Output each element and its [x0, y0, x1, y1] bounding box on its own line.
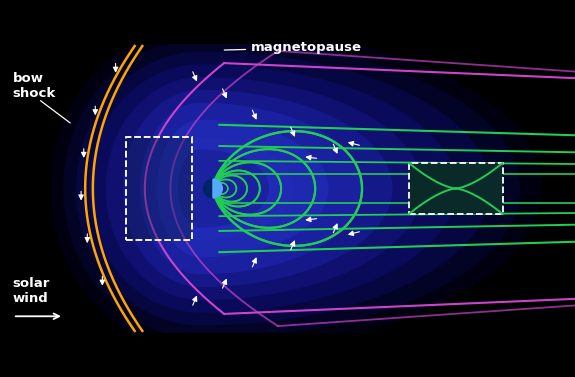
Bar [126, 137, 191, 240]
Text: solar
wind: solar wind [13, 277, 50, 305]
Polygon shape [140, 103, 362, 274]
Bar [409, 163, 503, 214]
Bar [409, 163, 503, 214]
Polygon shape [170, 137, 294, 240]
Polygon shape [124, 90, 392, 287]
Bar [126, 137, 191, 240]
Polygon shape [76, 52, 490, 325]
Polygon shape [106, 78, 421, 299]
Text: bow
shock: bow shock [13, 72, 56, 100]
Polygon shape [51, 27, 541, 350]
Polygon shape [158, 120, 328, 257]
Text: magnetopause: magnetopause [224, 41, 362, 54]
Polygon shape [90, 65, 456, 312]
Polygon shape [64, 40, 520, 337]
Wedge shape [213, 179, 223, 198]
Polygon shape [179, 150, 269, 227]
Wedge shape [204, 179, 213, 198]
